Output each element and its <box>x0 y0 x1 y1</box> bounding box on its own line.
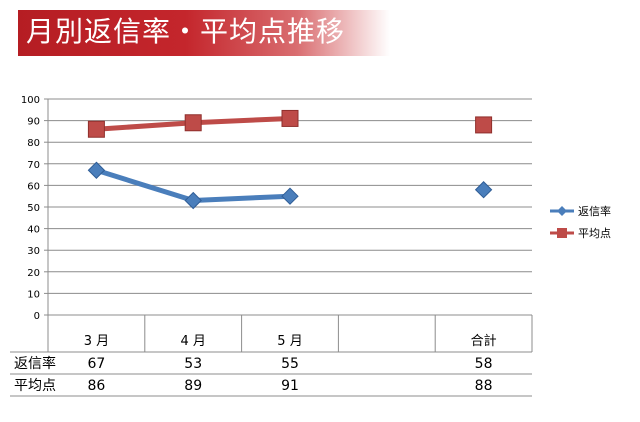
y-tick-label: 100 <box>21 95 40 106</box>
y-tick-label: 80 <box>27 138 40 149</box>
y-tick-label: 90 <box>27 117 40 128</box>
data-point-square <box>281 109 299 127</box>
y-tick-label: 10 <box>27 289 40 300</box>
y-tick-label: 20 <box>27 268 40 279</box>
chart-title: 月別返信率・平均点推移 <box>26 15 346 48</box>
table-cell: 89 <box>184 378 202 394</box>
legend-label: 返信率 <box>578 204 611 218</box>
legend-label: 平均点 <box>578 227 611 240</box>
data-point-diamond <box>474 181 493 199</box>
table-row-label: 平均点 <box>14 378 56 394</box>
data-point-diamond <box>87 161 106 179</box>
table-cell: 55 <box>281 356 299 372</box>
x-category-label: 3 月 <box>84 334 109 349</box>
data-point-diamond <box>281 187 299 205</box>
data-point-square <box>184 114 202 132</box>
y-tick-label: 40 <box>27 225 40 236</box>
data-point-diamond <box>184 191 202 210</box>
y-tick-label: 30 <box>27 246 40 257</box>
data-point-square <box>475 116 493 134</box>
table-cell: 53 <box>184 356 202 372</box>
x-category-label: 5 月 <box>277 334 302 349</box>
legend-marker-diamond <box>557 206 567 216</box>
table-cell: 67 <box>87 356 105 372</box>
table-cell: 58 <box>475 356 493 372</box>
y-tick-label: 50 <box>27 203 40 214</box>
y-tick-label: 60 <box>27 181 40 192</box>
table-row-label: 返信率 <box>14 355 56 372</box>
legend-marker-square <box>557 228 567 238</box>
table-cell: 91 <box>281 378 299 394</box>
table-cell: 88 <box>475 378 493 394</box>
x-category-label: 4 月 <box>180 334 205 349</box>
data-point-square <box>87 120 105 138</box>
table-cell: 86 <box>87 378 105 394</box>
y-tick-label: 70 <box>27 160 40 171</box>
y-tick-label: 0 <box>34 311 40 322</box>
title-banner <box>18 10 390 56</box>
x-category-label: 合計 <box>471 333 497 349</box>
